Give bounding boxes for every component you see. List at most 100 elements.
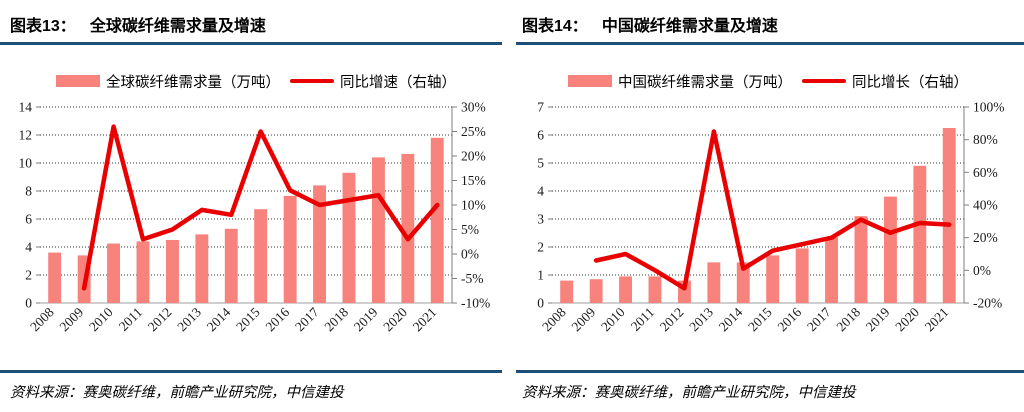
year-label: 2012 bbox=[145, 305, 175, 335]
demand-bar bbox=[342, 172, 356, 303]
figure-title: 中国碳纤维需求量及增速 bbox=[601, 18, 778, 35]
figure-14-caption: 图表14： 中国碳纤维需求量及增速 bbox=[512, 0, 1024, 42]
year-label: 2009 bbox=[57, 304, 87, 334]
figure-number: 图表13： bbox=[10, 18, 76, 35]
demand-bar bbox=[560, 280, 574, 303]
left-axis-label: 6 bbox=[537, 128, 544, 143]
left-axis-label: 2 bbox=[537, 240, 544, 255]
figure-number: 图表14： bbox=[522, 18, 588, 35]
left-axis-label: 6 bbox=[25, 212, 32, 227]
demand-bar bbox=[48, 252, 62, 303]
legend-item-demand: 中国碳纤维需求量（万吨） bbox=[568, 71, 792, 92]
right-axis-label: 0% bbox=[973, 263, 991, 278]
year-label: 2017 bbox=[292, 304, 322, 334]
demand-bar bbox=[254, 209, 268, 303]
figure-title: 全球碳纤维需求量及增速 bbox=[89, 18, 266, 35]
left-axis-label: 14 bbox=[19, 100, 33, 115]
legend-item-growth: 同比增速（右轴） bbox=[290, 71, 456, 92]
year-label: 2017 bbox=[804, 304, 834, 334]
left-axis-label: 1 bbox=[537, 268, 544, 283]
right-axis-label: 20% bbox=[973, 230, 998, 245]
bar-swatch-icon bbox=[568, 75, 612, 87]
year-label: 2015 bbox=[745, 304, 775, 334]
demand-bar bbox=[313, 185, 326, 303]
left-axis-label: 0 bbox=[537, 296, 544, 311]
line-swatch-icon bbox=[290, 79, 334, 83]
right-axis-label: -5% bbox=[461, 271, 484, 286]
demand-bar bbox=[107, 243, 120, 303]
right-axis-label: 40% bbox=[973, 198, 998, 213]
year-label: 2013 bbox=[174, 304, 204, 334]
year-label: 2013 bbox=[686, 304, 716, 334]
right-axis-label: 20% bbox=[461, 149, 486, 164]
demand-bar bbox=[736, 262, 750, 303]
right-axis-label: 80% bbox=[973, 132, 998, 147]
source-block: 资料来源：赛奥碳纤维，前瞻产业研究院，中信建投 bbox=[512, 370, 1024, 412]
demand-bar bbox=[401, 153, 415, 303]
year-label: 2014 bbox=[204, 304, 234, 334]
right-axis-label: 100% bbox=[973, 100, 1005, 115]
bar-swatch-icon bbox=[56, 75, 100, 87]
global-demand-chart: 0 2 4 6 8 10 12 14 -10% -5% 0% 5% 10% 15% 20% 25% 30% 200… bbox=[19, 100, 491, 335]
demand-bar bbox=[913, 165, 927, 303]
year-label: 2018 bbox=[321, 304, 351, 334]
demand-bar bbox=[136, 241, 150, 303]
demand-bar bbox=[166, 240, 179, 303]
demand-bar bbox=[372, 157, 385, 303]
year-label: 2011 bbox=[116, 305, 145, 334]
right-axis-label: 60% bbox=[973, 165, 998, 180]
legend-item-demand: 全球碳纤维需求量（万吨） bbox=[56, 71, 280, 92]
year-label: 2019 bbox=[351, 304, 381, 334]
demand-bar bbox=[795, 248, 809, 303]
left-axis-label: 4 bbox=[25, 240, 32, 255]
left-axis-label: 3 bbox=[537, 212, 544, 227]
source-block: 资料来源：赛奥碳纤维，前瞻产业研究院，中信建投 bbox=[0, 370, 512, 412]
chart-legend: 全球碳纤维需求量（万吨） 同比增速（右轴） bbox=[0, 71, 512, 91]
left-axis-label: 10 bbox=[19, 156, 33, 171]
demand-bar bbox=[195, 234, 209, 303]
legend-label-demand: 全球碳纤维需求量（万吨） bbox=[106, 74, 280, 91]
legend-item-growth: 同比增长（右轴） bbox=[802, 71, 968, 92]
demand-bar bbox=[430, 137, 444, 303]
demand-bar bbox=[884, 196, 897, 303]
demand-bar bbox=[283, 195, 297, 303]
year-label: 2016 bbox=[263, 304, 293, 334]
figure-14-panel: 图表14： 中国碳纤维需求量及增速 中国碳纤维需求量（万吨） 同比增长（右轴） 0… bbox=[512, 0, 1024, 412]
source-text: 资料来源：赛奥碳纤维，前瞻产业研究院，中信建投 bbox=[10, 385, 344, 401]
year-label: 2018 bbox=[833, 304, 863, 334]
right-axis-label: 15% bbox=[461, 173, 486, 188]
demand-bar bbox=[766, 255, 780, 303]
figure-13-caption: 图表13： 全球碳纤维需求量及增速 bbox=[0, 0, 512, 42]
chart-legend: 中国碳纤维需求量（万吨） 同比增长（右轴） bbox=[512, 71, 1024, 91]
left-axis-label: 2 bbox=[25, 268, 32, 283]
right-axis-label: -10% bbox=[461, 296, 490, 311]
year-label: 2009 bbox=[569, 304, 599, 334]
left-axis-label: 0 bbox=[25, 296, 32, 311]
demand-bar bbox=[619, 276, 632, 303]
year-label: 2021 bbox=[410, 305, 440, 335]
year-label: 2011 bbox=[628, 305, 657, 334]
source-divider bbox=[0, 370, 502, 373]
year-label: 2020 bbox=[892, 304, 922, 334]
right-axis-label: 25% bbox=[461, 124, 486, 139]
left-axis-label: 4 bbox=[537, 184, 544, 199]
left-axis-label: 7 bbox=[537, 100, 544, 115]
demand-bar bbox=[648, 276, 662, 303]
year-label: 2016 bbox=[775, 304, 805, 334]
year-label: 2019 bbox=[863, 304, 893, 334]
demand-bar bbox=[224, 228, 238, 303]
legend-label-demand: 中国碳纤维需求量（万吨） bbox=[618, 74, 792, 91]
right-axis-label: 30% bbox=[461, 100, 486, 115]
right-axis-label: -20% bbox=[973, 296, 1002, 311]
figure-13-panel: 图表13： 全球碳纤维需求量及增速 全球碳纤维需求量（万吨） 同比增速（右轴） 0… bbox=[0, 0, 512, 412]
year-label: 2010 bbox=[86, 304, 116, 334]
left-axis-label: 8 bbox=[25, 184, 32, 199]
right-axis-label: 0% bbox=[461, 247, 479, 262]
demand-bar bbox=[707, 262, 721, 303]
line-swatch-icon bbox=[802, 79, 846, 83]
right-axis-label: 5% bbox=[461, 222, 479, 237]
legend-label-growth: 同比增长（右轴） bbox=[852, 74, 968, 91]
year-label: 2012 bbox=[657, 305, 687, 335]
growth-line bbox=[81, 124, 440, 291]
